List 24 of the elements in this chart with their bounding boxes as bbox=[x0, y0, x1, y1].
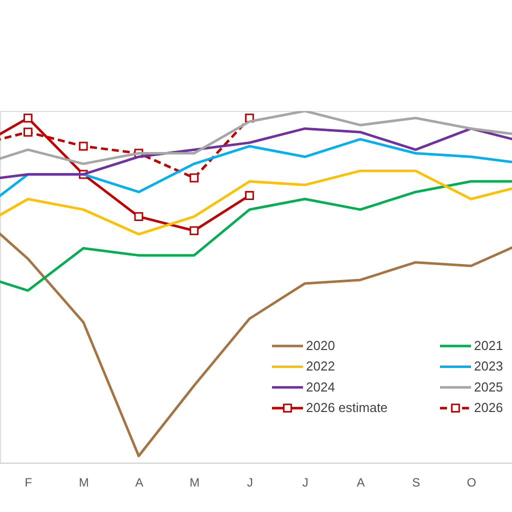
point bbox=[245, 191, 254, 200]
x-tick-label: O bbox=[466, 476, 476, 490]
point bbox=[24, 128, 32, 137]
x-tick-label: A bbox=[135, 476, 144, 490]
x-tick-label: J bbox=[246, 476, 253, 490]
point bbox=[190, 226, 199, 236]
legend-label: 2021 bbox=[474, 338, 503, 353]
x-tick-label: F bbox=[24, 476, 32, 490]
legend-label: 2023 bbox=[474, 358, 503, 374]
point bbox=[78, 142, 88, 151]
legend-label: 2024 bbox=[306, 379, 335, 394]
legend-label: 2025 bbox=[474, 379, 503, 394]
point bbox=[134, 212, 144, 222]
x-tick-label: M bbox=[78, 476, 89, 490]
legend-label: 2026 estimate bbox=[306, 400, 388, 416]
legend-label: 2026 bbox=[474, 400, 503, 416]
x-tick-label: S bbox=[412, 476, 420, 490]
x-tick-label: M bbox=[190, 476, 200, 490]
point bbox=[24, 114, 32, 122]
x-tick-label: J bbox=[302, 476, 308, 490]
x-tick-label: A bbox=[356, 476, 365, 490]
point bbox=[190, 173, 199, 182]
legend-label: 2020 bbox=[306, 338, 335, 353]
legend-label: 2022 bbox=[306, 358, 335, 374]
